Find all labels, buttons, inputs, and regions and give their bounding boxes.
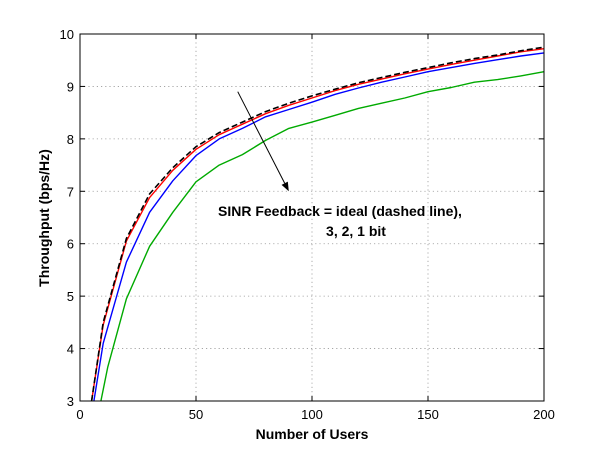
grid <box>80 34 544 401</box>
series-ideal-line <box>90 46 545 402</box>
annotation: SINR Feedback = ideal (dashed line), 3, … <box>218 91 462 239</box>
series-layer <box>90 46 545 402</box>
axis-ticks: 0 50 100 150 200 3 4 5 6 7 8 9 10 <box>60 27 555 422</box>
series-1bit-line <box>100 71 545 402</box>
x-tick-label: 50 <box>189 407 203 422</box>
y-tick-label: 4 <box>67 342 74 357</box>
y-tick-label: 7 <box>67 184 74 199</box>
y-tick-label: 8 <box>67 132 74 147</box>
x-tick-label: 200 <box>533 407 555 422</box>
y-tick-label: 10 <box>60 27 74 42</box>
y-tick-label: 6 <box>67 237 74 252</box>
x-tick-label: 100 <box>301 407 323 422</box>
y-tick-label: 3 <box>67 394 74 409</box>
y-tick-label: 5 <box>67 289 74 304</box>
annotation-line-1: SINR Feedback = ideal (dashed line), <box>218 203 462 219</box>
x-tick-label: 150 <box>417 407 439 422</box>
x-axis-label: Number of Users <box>256 426 369 442</box>
annotation-arrow-head <box>281 181 289 192</box>
series-3bit-line <box>90 48 545 402</box>
series-2bit-line <box>93 52 545 402</box>
y-axis-label: Throughput (bps/Hz) <box>36 149 52 287</box>
x-tick-label: 0 <box>76 407 83 422</box>
annotation-arrow <box>237 91 286 184</box>
y-tick-label: 9 <box>67 79 74 94</box>
annotation-line-2: 3, 2, 1 bit <box>326 223 386 239</box>
